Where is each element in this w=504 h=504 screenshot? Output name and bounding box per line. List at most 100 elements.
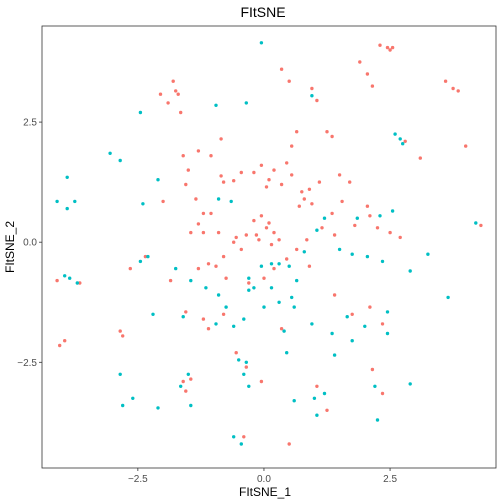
point-s0-61	[272, 266, 276, 271]
point-s1-46	[426, 252, 430, 256]
point-s0-98	[118, 329, 122, 333]
point-s1-67	[186, 372, 190, 376]
point-s1-20	[232, 324, 236, 328]
point-s1-75	[68, 276, 72, 280]
point-s0-69	[365, 204, 370, 208]
point-s1-5	[118, 158, 122, 163]
point-s1-85	[151, 312, 155, 316]
point-s0-5	[179, 110, 183, 115]
y-tick-label: 2.5	[23, 118, 37, 129]
point-s0-112	[358, 60, 362, 64]
point-s0-63	[295, 247, 299, 252]
point-s0-67	[353, 223, 357, 228]
point-s1-61	[375, 418, 380, 422]
point-s0-30	[330, 211, 334, 216]
point-s1-52	[330, 331, 334, 336]
point-s0-84	[307, 264, 312, 268]
point-s0-105	[287, 79, 291, 83]
point-s0-103	[55, 278, 59, 283]
point-s0-125	[184, 182, 188, 187]
point-s0-88	[380, 322, 385, 326]
point-s0-3	[176, 92, 180, 96]
point-s0-43	[254, 233, 259, 237]
point-s1-0	[259, 41, 264, 45]
point-s0-14	[239, 170, 243, 175]
point-s1-55	[282, 329, 286, 333]
point-s1-34	[242, 372, 246, 376]
point-s0-37	[196, 222, 201, 226]
point-s0-57	[196, 266, 201, 271]
point-s0-93	[287, 442, 291, 446]
point-s0-33	[161, 199, 165, 204]
point-s0-119	[403, 139, 407, 143]
x-axis-ticks: −2.5 0.0 2.5	[128, 468, 397, 485]
point-s0-50	[267, 221, 271, 225]
point-s1-69	[189, 403, 193, 408]
point-s0-11	[219, 174, 223, 178]
point-s1-73	[118, 372, 122, 376]
point-s0-27	[337, 173, 342, 177]
point-s0-83	[279, 327, 284, 331]
point-s0-91	[325, 408, 329, 412]
point-s1-28	[290, 295, 294, 300]
point-s1-65	[239, 442, 243, 446]
point-s1-63	[332, 353, 337, 357]
point-s0-53	[232, 240, 236, 244]
point-s1-42	[378, 214, 382, 218]
point-s1-84	[181, 315, 185, 319]
point-s1-62	[408, 382, 412, 386]
point-s1-4	[108, 151, 112, 155]
point-s0-4	[166, 101, 170, 105]
point-s1-12	[146, 254, 150, 259]
point-s1-31	[242, 317, 246, 321]
point-s1-41	[355, 216, 359, 220]
point-s0-73	[143, 254, 148, 259]
point-s0-35	[201, 211, 206, 216]
point-s0-58	[224, 276, 228, 280]
point-s0-29	[340, 199, 344, 204]
point-s0-39	[201, 230, 206, 235]
point-s0-104	[279, 67, 284, 71]
point-s1-87	[269, 286, 274, 290]
x-tick-label: −2.5	[128, 474, 148, 485]
point-s0-52	[239, 247, 243, 252]
point-s0-20	[264, 185, 269, 189]
point-s1-81	[393, 132, 397, 136]
point-s1-72	[131, 396, 135, 400]
point-s0-2	[174, 89, 178, 93]
point-s0-17	[272, 168, 276, 172]
point-s1-88	[345, 315, 349, 319]
point-s0-116	[385, 45, 390, 50]
point-s0-121	[443, 79, 448, 83]
point-s0-70	[375, 226, 380, 230]
point-s0-25	[307, 187, 312, 191]
point-s0-95	[181, 379, 185, 384]
point-s0-21	[279, 182, 284, 187]
point-s1-30	[262, 305, 266, 309]
point-s1-60	[315, 413, 319, 417]
point-s0-117	[388, 48, 392, 52]
point-s0-94	[242, 435, 246, 439]
point-s1-49	[385, 310, 390, 314]
y-tick-label: −2.5	[17, 358, 37, 369]
point-s0-96	[189, 377, 193, 381]
point-s1-1	[244, 101, 248, 105]
point-s0-12	[221, 180, 226, 184]
point-s0-6	[219, 137, 223, 141]
point-s1-33	[244, 360, 248, 364]
point-s0-28	[348, 180, 352, 184]
point-s1-19	[214, 322, 218, 326]
point-s1-45	[380, 259, 385, 264]
point-s1-11	[141, 202, 145, 206]
point-s0-56	[206, 262, 211, 266]
point-s0-109	[330, 134, 334, 139]
point-s0-90	[380, 391, 385, 396]
plot-panel	[41, 25, 497, 469]
point-s1-17	[216, 293, 221, 297]
point-s1-54	[292, 305, 296, 309]
point-s1-77	[216, 197, 221, 201]
point-s1-22	[247, 276, 251, 280]
point-s0-31	[310, 202, 314, 206]
point-s0-124	[464, 144, 468, 148]
point-s1-16	[204, 286, 208, 290]
